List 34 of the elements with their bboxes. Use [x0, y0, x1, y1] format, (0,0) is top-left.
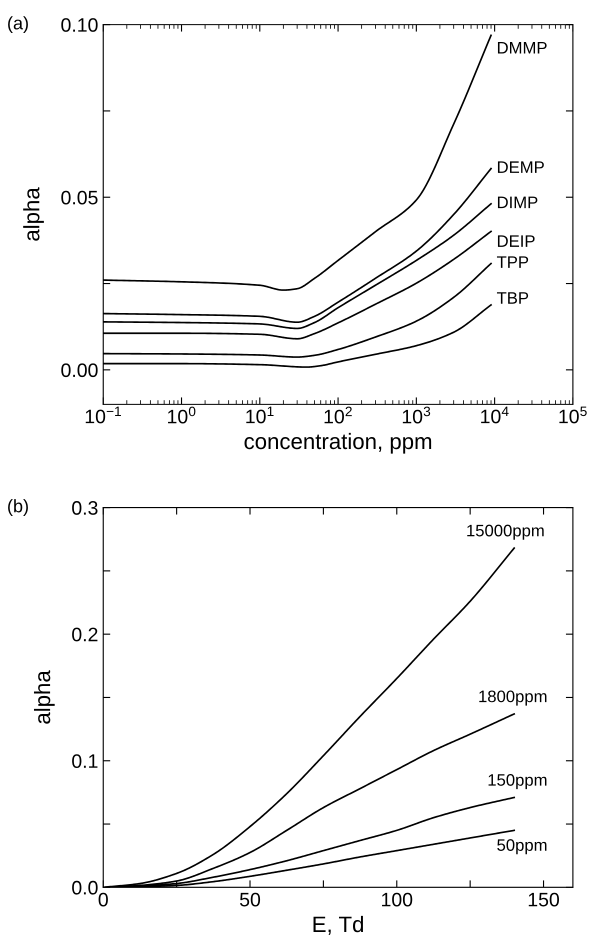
series-label: TBP	[496, 292, 528, 304]
series-label: DEMP	[498, 161, 544, 173]
x-tick-label: 0	[98, 892, 108, 906]
series-label: TPP	[496, 256, 528, 268]
series-label: 50ppm	[497, 839, 546, 854]
series-label: DEIP	[498, 235, 535, 247]
y-tick-label: 0.05	[61, 190, 98, 204]
y-tick-label: 0.00	[61, 363, 98, 378]
x-tick-label: 10$^{0}$	[168, 406, 196, 424]
x-tick-label: 10$^{−1}$	[86, 406, 121, 424]
x-tick-label: 10$^{5}$	[559, 406, 587, 424]
series-label: 150ppm	[488, 774, 546, 790]
x-tick-label: 10$^{1}$	[246, 406, 274, 424]
y-tick-label: 0.0	[72, 880, 98, 895]
x-tick-label: 150	[528, 892, 559, 906]
x-tick-label: 10$^{3}$	[402, 406, 430, 424]
chart-title: (b)	[8, 499, 28, 516]
x-axis-title: E, Td	[314, 916, 363, 935]
y-axis-title: alpha	[23, 187, 44, 241]
y-tick-label: 0.10	[61, 18, 98, 32]
y-tick-label: 0.3	[72, 501, 98, 515]
x-tick-label: 50	[240, 892, 260, 906]
x-axis-title: concentration, ppm	[244, 432, 432, 454]
legend-label: 1800ppm	[479, 690, 546, 706]
x-tick-label: 10$^{4}$	[481, 406, 509, 424]
y-tick-label: 0.1	[72, 754, 98, 768]
chart-title: (a)	[8, 16, 28, 34]
legend-label: DIMP	[498, 196, 538, 208]
y-tick-label: 0.2	[72, 628, 98, 642]
series-label: 15000ppm	[467, 524, 544, 540]
series-label: DMMP	[498, 42, 547, 54]
y-axis-title: alpha	[34, 670, 55, 724]
x-tick-label: 100	[382, 892, 412, 906]
x-tick-label: 10$^{2}$	[324, 406, 352, 424]
